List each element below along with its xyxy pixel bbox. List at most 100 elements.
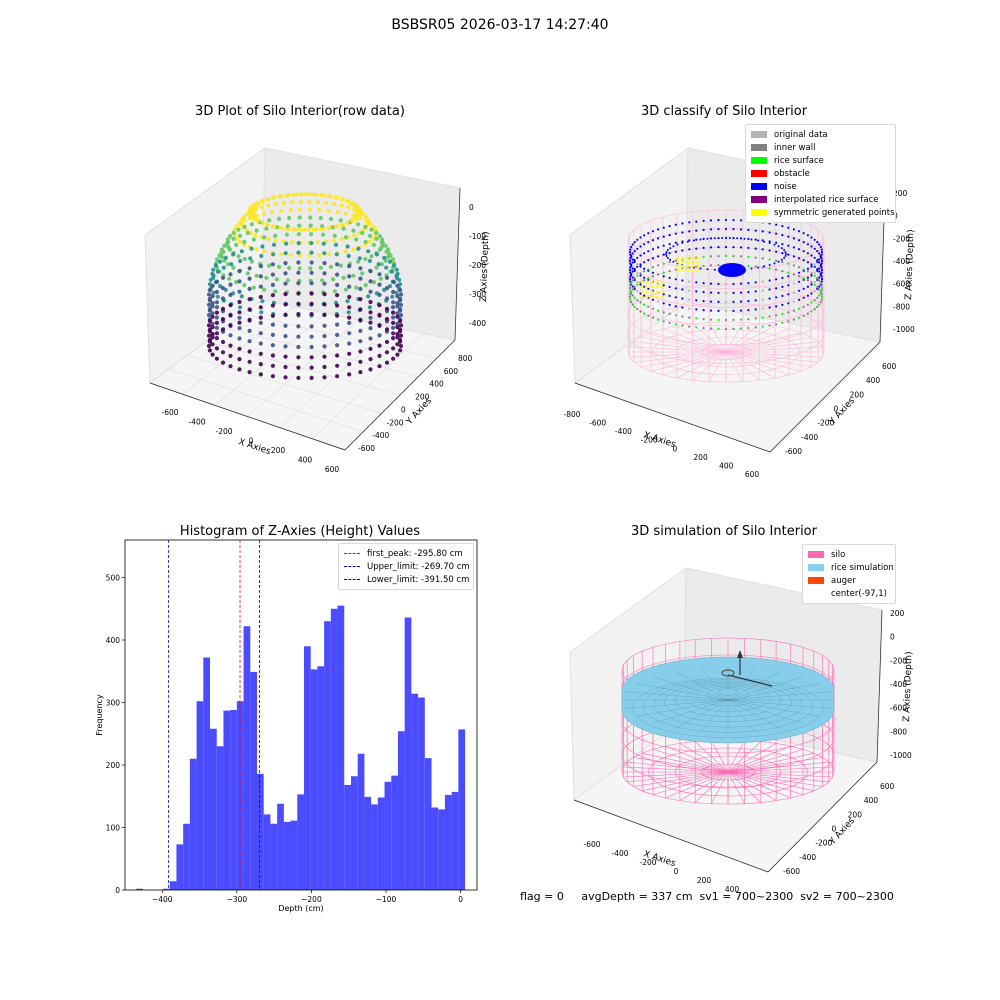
legend-entry: first_peak: -295.80 cm <box>344 547 468 560</box>
histogram-bar <box>444 795 452 890</box>
histogram-bar <box>283 821 291 891</box>
panel1-z-tick-label: -100 <box>469 232 486 241</box>
panel2-z-tick-label: -200 <box>893 234 910 243</box>
histogram-y-tick-label: 0 <box>115 886 120 895</box>
histogram-x-tick-label: 0 <box>458 895 463 904</box>
panel4-x-tick-label: -600 <box>583 840 600 849</box>
legend-swatch <box>808 590 824 597</box>
histogram-y-tick-label: 400 <box>106 636 121 645</box>
panel1-y-tick-label: 200 <box>415 393 430 402</box>
panel4-z-tick-label: -600 <box>890 704 907 713</box>
legend-label: Upper_limit: -269.70 cm <box>367 561 470 572</box>
histogram-bar <box>169 881 177 890</box>
panel3-plot: −400 −300 −200 −100 0 0 100 200 300 400 500 Depth… <box>95 539 478 913</box>
panel2-x-tick-label: 200 <box>693 453 708 462</box>
histogram-bar <box>210 728 217 890</box>
panel1-x-tick-label: -400 <box>188 418 205 427</box>
histogram-bar <box>418 697 425 890</box>
legend-label: symmetric generated points <box>774 207 895 218</box>
histogram-y-tick-label: 100 <box>106 824 121 833</box>
histogram-bar <box>297 794 304 891</box>
histogram-bar <box>303 646 311 890</box>
histogram-ylabel: Frequency <box>95 694 104 736</box>
histogram-x-tick-label: −300 <box>227 895 248 904</box>
panel2-x-tick-label: -400 <box>615 427 632 436</box>
histogram-frame <box>124 539 478 891</box>
status-readout: flag = 0 avgDepth = 337 cm sv1 = 700~230… <box>520 890 894 903</box>
legend-entry: silo <box>808 548 890 561</box>
legend-swatch <box>808 551 824 558</box>
panel1-z-tick-label: 0 <box>469 203 474 212</box>
panel4-title: 3D simulation of Silo Interior <box>631 524 817 539</box>
panel4-x-tick-label: 400 <box>725 885 740 894</box>
panel2-y-tick-label: 0 <box>834 405 839 414</box>
histogram-bar <box>189 758 197 890</box>
panel2-y-tick-label: 400 <box>866 376 881 385</box>
legend-label: center(-97,1) <box>831 588 887 599</box>
histogram-bar <box>404 617 412 890</box>
legend-label: rice simulation <box>831 562 894 573</box>
panel2-z-tick-label: -600 <box>893 280 910 289</box>
panel2-y-tick-label: 200 <box>850 390 865 399</box>
legend-label: noise <box>774 181 797 192</box>
legend-entry: center(-97,1) <box>808 587 890 600</box>
panel4-x-tick-label: 200 <box>697 876 712 885</box>
legend-label: Lower_limit: -391.50 cm <box>367 574 470 585</box>
panel4-y-tick-label: -400 <box>799 853 816 862</box>
legend-line-swatch <box>344 553 360 554</box>
legend-label: first_peak: -295.80 cm <box>367 548 463 559</box>
legend-label: inner wall <box>774 142 816 153</box>
panel1-x-tick-label: 600 <box>325 465 340 474</box>
panel2-y-tick-label: -400 <box>801 433 818 442</box>
legend-swatch <box>751 209 767 216</box>
legend-entry: symmetric generated points <box>751 206 895 219</box>
histogram-bar <box>230 710 237 890</box>
panel1-x-tick-label: 400 <box>298 456 313 465</box>
histogram-bar <box>290 820 298 891</box>
panel4-y-tick-label: 400 <box>864 796 879 805</box>
legend-entry: inner wall <box>751 141 890 154</box>
histogram-bar <box>270 823 278 890</box>
histogram-y-tick-label: 200 <box>106 761 121 770</box>
histogram-bar <box>324 621 331 890</box>
panel1-y-tick-label: -200 <box>387 418 404 427</box>
panel1-axes <box>149 187 461 451</box>
legend-swatch <box>751 144 767 151</box>
panel2-y-tick-label: -200 <box>817 419 834 428</box>
panel4-y-tick-label: -200 <box>815 839 832 848</box>
histogram-bar <box>371 804 378 891</box>
legend-entry: Upper_limit: -269.70 cm <box>344 560 470 573</box>
histogram-bar <box>397 731 405 890</box>
panel1-x-tick-label: -600 <box>161 408 178 417</box>
legend-entry: noise <box>751 180 890 193</box>
histogram-bar <box>458 729 466 891</box>
panel4-x-tick-label: -200 <box>639 858 656 867</box>
histogram-y-tick-label: 300 <box>106 699 121 708</box>
legend-swatch <box>751 131 767 138</box>
panel1-y-tick-label: -600 <box>358 444 375 453</box>
histogram-x-tick-label: −400 <box>152 895 173 904</box>
panel1-xlabel: X Axies <box>237 437 272 457</box>
panel4-z-tick-label: 200 <box>890 609 905 618</box>
panel1-y-tick-label: 0 <box>401 405 406 414</box>
histogram-bar <box>330 608 338 890</box>
panel1-title: 3D Plot of Silo Interior(row data) <box>195 104 405 119</box>
legend-label: obstacle <box>774 168 810 179</box>
panel2-x-tick-label: -200 <box>641 436 658 445</box>
auger <box>721 650 773 687</box>
histogram-bar <box>424 758 432 891</box>
histogram-bar <box>163 888 170 890</box>
legend-entry: rice simulation <box>808 561 894 574</box>
panel1-zlabel: Z Axies (Depth) <box>479 231 491 302</box>
panel1-z-tick-label: -300 <box>469 290 486 299</box>
histogram-bar <box>203 657 211 890</box>
histogram-bar <box>377 797 385 890</box>
panel2-x-tick-label: -600 <box>589 419 606 428</box>
legend-label: rice surface <box>774 155 824 166</box>
histogram-bar <box>350 776 358 890</box>
panel2-x-tick-label: -800 <box>563 410 580 419</box>
histogram-bar <box>357 753 365 890</box>
histogram-bar <box>216 746 224 890</box>
